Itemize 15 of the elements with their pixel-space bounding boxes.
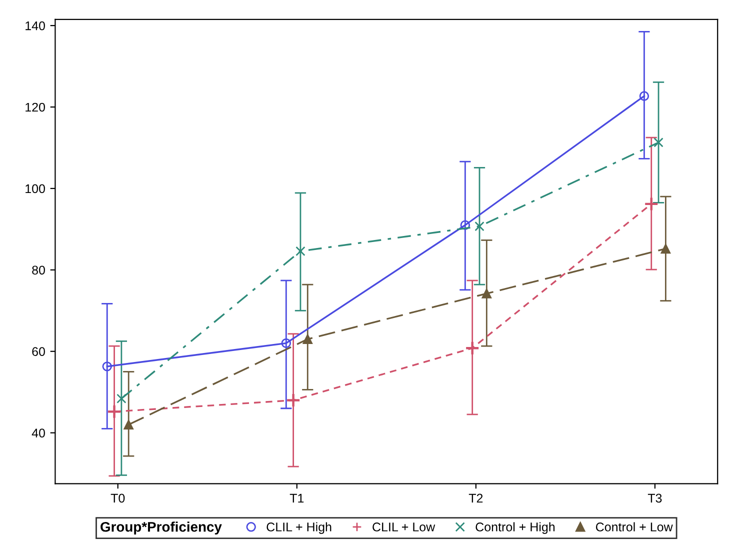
legend-label: CLIL + Low xyxy=(372,522,436,532)
x-tick-label: T0 xyxy=(110,494,125,503)
legend-label: Control + Low xyxy=(596,522,673,532)
x-tick-label: T1 xyxy=(290,494,304,502)
y-tick-label: 60 xyxy=(32,347,45,356)
legend-label: CLIL + High xyxy=(266,522,332,534)
y-tick-label: 100 xyxy=(26,184,45,194)
y-tick-label: 140 xyxy=(26,21,45,30)
legend-title: Group*Proficiency xyxy=(100,522,222,535)
x-tick-label: T3 xyxy=(648,494,662,503)
y-tick-label: 80 xyxy=(32,266,45,275)
y-tick-label: 40 xyxy=(32,428,45,438)
y-tick-label: 120 xyxy=(26,102,45,112)
legend-label: Control + High xyxy=(476,522,555,534)
x-tick-label: T2 xyxy=(468,494,483,502)
